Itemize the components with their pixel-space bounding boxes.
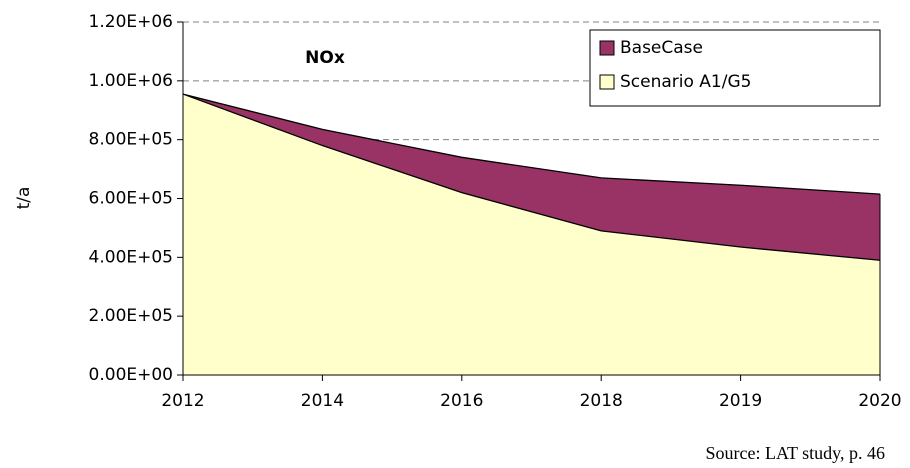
legend-swatch: [599, 74, 615, 90]
y-tick-label: 0.00E+00: [89, 365, 173, 385]
area-line: [182, 93, 881, 261]
legend-swatch: [599, 40, 615, 56]
legend-label: BaseCase: [620, 38, 703, 58]
x-tick-label: 2014: [301, 391, 344, 411]
source-note: Source: LAT study, p. 46: [706, 443, 886, 463]
y-tick-label: 2.00E+05: [89, 306, 173, 326]
area: [183, 94, 880, 375]
x-tick-label: 2019: [719, 391, 762, 411]
x-tick-label: 2018: [580, 391, 623, 411]
y-tick-label: 1.00E+06: [89, 71, 173, 91]
y-tick-label: 1.20E+06: [89, 12, 173, 32]
legend-label: Scenario A1/G5: [620, 72, 751, 92]
y-axis-label: t/a: [14, 187, 34, 210]
x-tick-label: 2012: [161, 391, 204, 411]
y-tick-label: 6.00E+05: [89, 189, 173, 209]
x-tick-label: 2020: [858, 391, 901, 411]
y-tick-label: 4.00E+05: [89, 247, 173, 267]
x-tick-label: 2016: [440, 391, 483, 411]
legend-box: [589, 29, 881, 107]
area-line: [182, 93, 881, 195]
chart-title: NOx: [305, 48, 345, 68]
y-tick-label: 8.00E+05: [89, 130, 173, 150]
